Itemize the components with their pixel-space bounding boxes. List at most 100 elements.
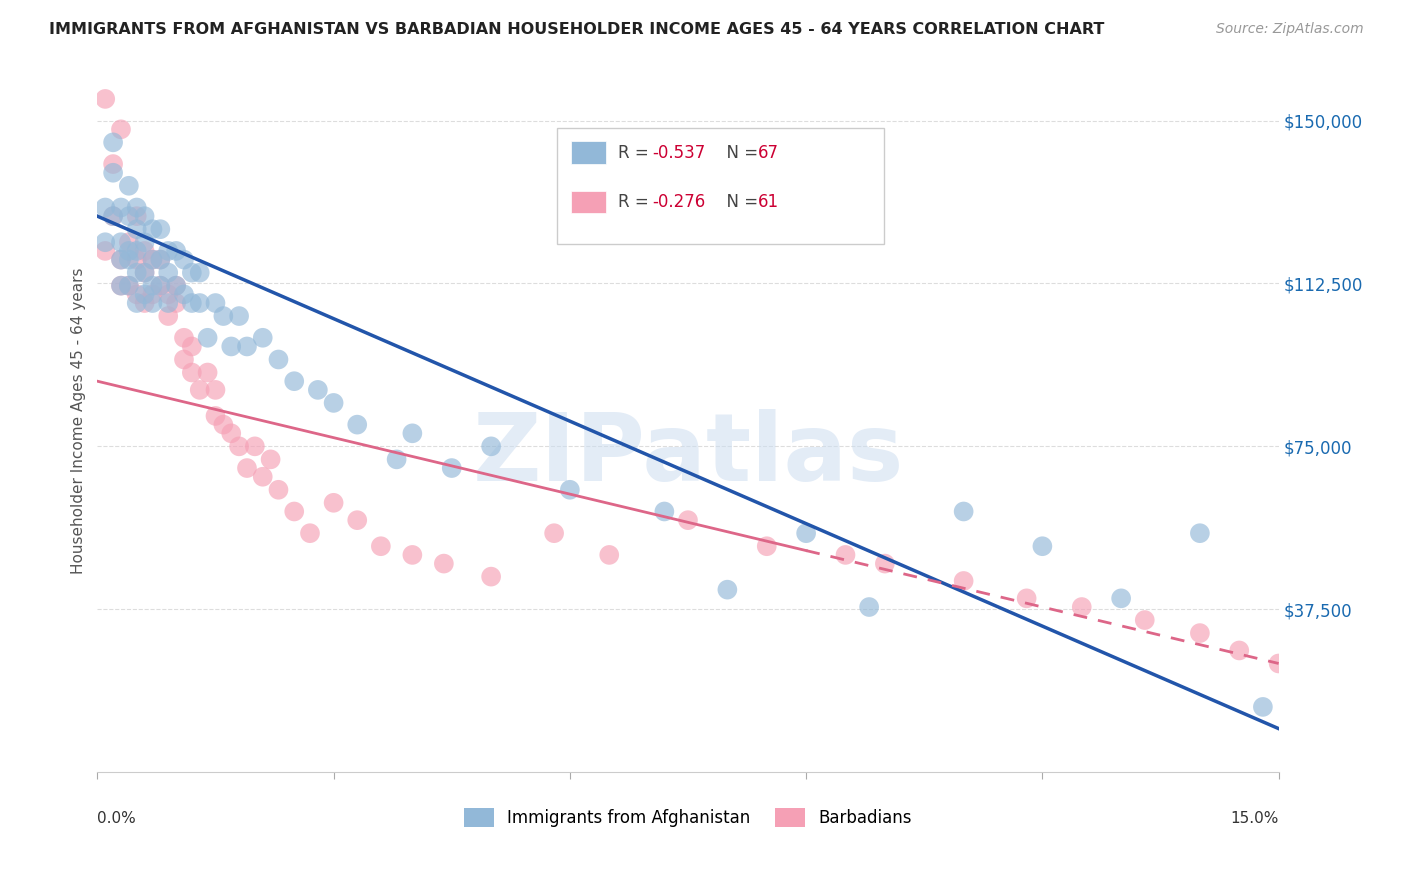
Point	[141, 222, 163, 236]
Point	[118, 209, 141, 223]
Point	[228, 309, 250, 323]
Point	[267, 352, 290, 367]
Point	[118, 278, 141, 293]
Point	[197, 331, 219, 345]
Point	[952, 574, 974, 588]
Text: R =: R =	[617, 193, 654, 211]
Point	[755, 539, 778, 553]
Point	[716, 582, 738, 597]
Point	[385, 452, 408, 467]
Point	[173, 252, 195, 267]
Point	[125, 252, 148, 267]
Point	[834, 548, 856, 562]
Point	[219, 426, 242, 441]
Point	[141, 252, 163, 267]
Point	[141, 252, 163, 267]
Point	[125, 244, 148, 258]
Point	[873, 557, 896, 571]
Point	[134, 266, 156, 280]
Point	[676, 513, 699, 527]
Point	[283, 374, 305, 388]
Point	[346, 513, 368, 527]
Point	[236, 461, 259, 475]
Point	[322, 496, 344, 510]
Point	[110, 252, 132, 267]
Point	[118, 178, 141, 193]
Point	[110, 122, 132, 136]
Point	[1188, 526, 1211, 541]
Text: N =: N =	[716, 144, 763, 161]
Point	[543, 526, 565, 541]
Point	[1306, 626, 1329, 640]
Point	[134, 244, 156, 258]
Point	[204, 383, 226, 397]
Text: 15.0%: 15.0%	[1230, 811, 1278, 826]
Text: 67: 67	[758, 144, 779, 161]
Point	[94, 92, 117, 106]
Text: Source: ZipAtlas.com: Source: ZipAtlas.com	[1216, 22, 1364, 37]
Point	[243, 439, 266, 453]
Point	[188, 383, 211, 397]
Point	[307, 383, 329, 397]
Text: -0.276: -0.276	[652, 193, 706, 211]
Text: IMMIGRANTS FROM AFGHANISTAN VS BARBADIAN HOUSEHOLDER INCOME AGES 45 - 64 YEARS C: IMMIGRANTS FROM AFGHANISTAN VS BARBADIAN…	[49, 22, 1105, 37]
Point	[101, 136, 124, 150]
Point	[346, 417, 368, 432]
Point	[228, 439, 250, 453]
Point	[1227, 643, 1250, 657]
Point	[558, 483, 581, 497]
Point	[433, 557, 456, 571]
Point	[101, 166, 124, 180]
Point	[165, 278, 187, 293]
Point	[252, 469, 274, 483]
Point	[1267, 657, 1289, 671]
Point	[125, 209, 148, 223]
Point	[125, 266, 148, 280]
Point	[1070, 600, 1092, 615]
Point	[125, 222, 148, 236]
Point	[149, 222, 172, 236]
Point	[101, 209, 124, 223]
Point	[149, 252, 172, 267]
Point	[110, 278, 132, 293]
Point	[1251, 699, 1274, 714]
Point	[204, 296, 226, 310]
Point	[370, 539, 392, 553]
Point	[180, 296, 202, 310]
Text: N =: N =	[716, 193, 763, 211]
Text: -0.537: -0.537	[652, 144, 706, 161]
Point	[141, 278, 163, 293]
Point	[212, 309, 235, 323]
Point	[118, 235, 141, 250]
Point	[125, 201, 148, 215]
Point	[134, 209, 156, 223]
Point	[188, 266, 211, 280]
Point	[110, 235, 132, 250]
Point	[173, 287, 195, 301]
Point	[157, 244, 180, 258]
Point	[157, 287, 180, 301]
Point	[252, 331, 274, 345]
Point	[1109, 591, 1132, 606]
Point	[157, 296, 180, 310]
Point	[654, 504, 676, 518]
Point	[1015, 591, 1038, 606]
Point	[101, 157, 124, 171]
Point	[401, 426, 423, 441]
Point	[259, 452, 281, 467]
Point	[118, 278, 141, 293]
Point	[180, 266, 202, 280]
Point	[134, 296, 156, 310]
Point	[149, 278, 172, 293]
Point	[219, 339, 242, 353]
Point	[1133, 613, 1156, 627]
Point	[141, 296, 163, 310]
Point	[298, 526, 321, 541]
Point	[165, 244, 187, 258]
Text: 0.0%: 0.0%	[97, 811, 136, 826]
Point	[173, 352, 195, 367]
Point	[283, 504, 305, 518]
Point	[94, 201, 117, 215]
Point	[236, 339, 259, 353]
Point	[110, 278, 132, 293]
